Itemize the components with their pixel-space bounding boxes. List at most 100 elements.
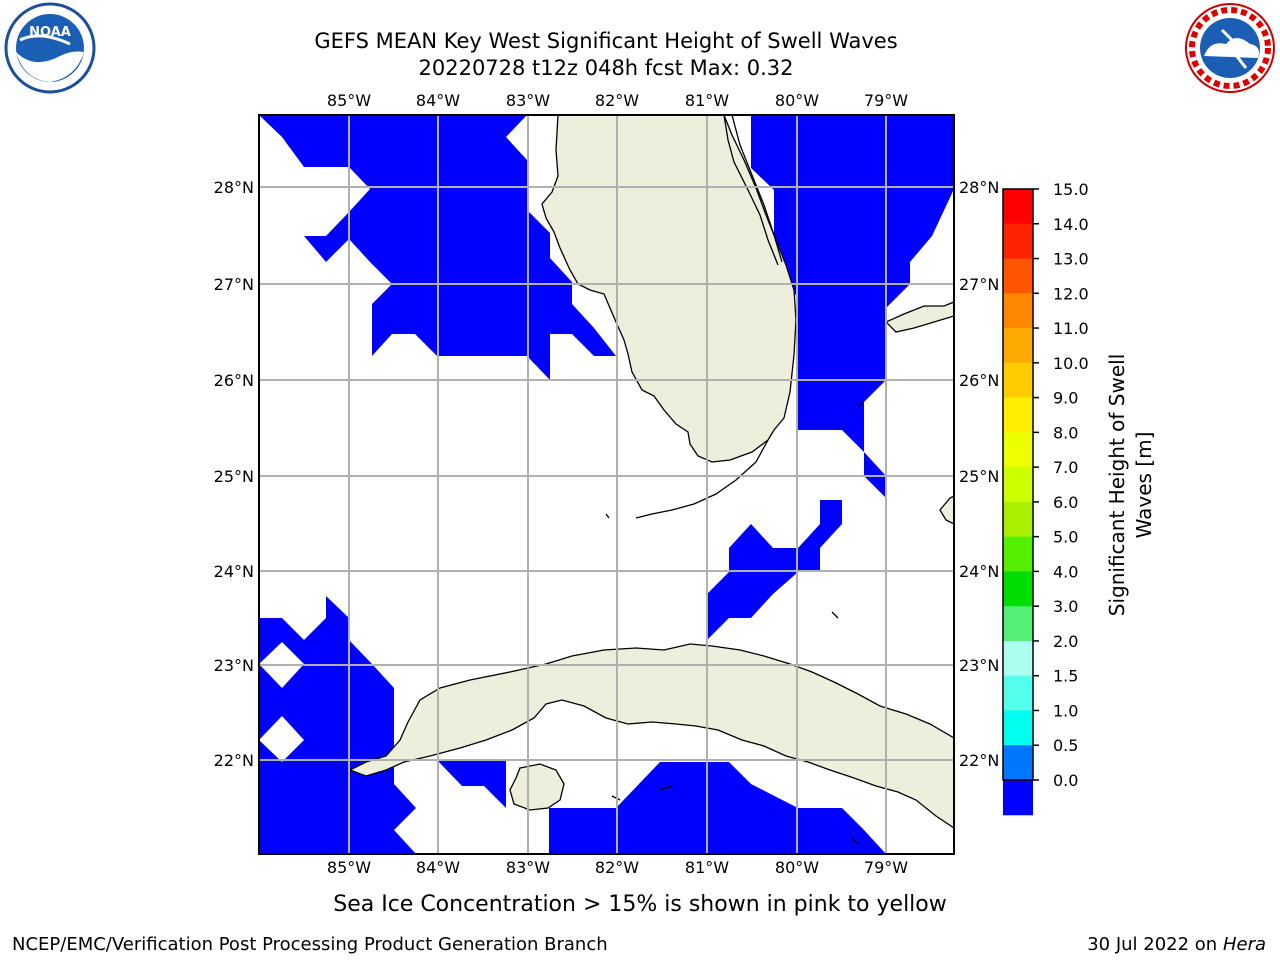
- swell-region-atlantic: [751, 115, 954, 498]
- lon-labels-top: 85°W 84°W 83°W 82°W 81°W 80°W 79°W: [327, 91, 908, 110]
- lon-label: 79°W: [864, 858, 908, 877]
- colorbar-segment: [1003, 467, 1033, 503]
- lon-label: 83°W: [506, 91, 550, 110]
- colorbar-tick-label: 2.0: [1053, 632, 1078, 651]
- footer-date: 30 Jul 2022 on: [1087, 934, 1223, 955]
- lon-label: 81°W: [685, 858, 729, 877]
- lat-label: 25°N: [214, 467, 254, 486]
- florida-land: [541, 115, 797, 463]
- colorbar-label-line1: Significant Height of Swell: [1105, 354, 1129, 616]
- lon-label: 83°W: [506, 858, 550, 877]
- lon-label: 81°W: [685, 91, 729, 110]
- swell-region-south-gulf: [437, 760, 506, 808]
- map-frame: [258, 114, 955, 855]
- lat-label: 22°N: [959, 751, 999, 770]
- colorbar-tick-label: 12.0: [1053, 284, 1089, 303]
- colorbar-tick-label: 13.0: [1053, 250, 1089, 269]
- colorbar-tick-label: 11.0: [1053, 319, 1089, 338]
- colorbar-segment: [1003, 536, 1033, 572]
- colorbar-ticks: 15.0 14.0 13.0 12.0 11.0 10.0 9.0 8.0 7.0 6.0 5.0 4…: [1033, 180, 1089, 790]
- colorbar-tick-label: 15.0: [1053, 180, 1089, 199]
- lat-label: 23°N: [214, 656, 254, 675]
- colorbar-segment: [1003, 501, 1033, 538]
- colorbar-segment: [1003, 258, 1033, 294]
- footer-right: 30 Jul 2022 on Hera: [1087, 934, 1266, 955]
- lat-label: 24°N: [214, 562, 254, 581]
- colorbar-segment: [1003, 745, 1033, 781]
- florida-keys: [635, 439, 769, 519]
- colorbar-segment: [1003, 780, 1033, 816]
- colorbar-segment: [1003, 223, 1033, 260]
- lat-labels-right: 28°N 27°N 26°N 25°N 24°N 23°N 22°N: [959, 178, 999, 770]
- colorbar-segment: [1003, 675, 1033, 711]
- lon-label: 84°W: [416, 858, 460, 877]
- noaa-logo-text: NOAA: [29, 25, 71, 40]
- map-gridlines: [259, 115, 954, 854]
- colorbar: 15.0 14.0 13.0 12.0 11.0 10.0 9.0 8.0 7.0 6.0 5.0 4…: [1002, 180, 1089, 816]
- lat-label: 26°N: [214, 371, 254, 390]
- lon-label: 85°W: [327, 858, 371, 877]
- lat-label: 23°N: [959, 656, 999, 675]
- nws-logo: [1185, 3, 1275, 93]
- colorbar-tick-label: 4.0: [1053, 562, 1078, 581]
- colorbar-tick-label: 3.0: [1053, 597, 1078, 616]
- colorbar-tick-label: 1.5: [1053, 667, 1078, 686]
- colorbar-tick-label: 9.0: [1053, 389, 1078, 408]
- colorbar-segment: [1003, 606, 1033, 642]
- lon-label: 85°W: [327, 91, 371, 110]
- chart-subtitle: 20220728 t12z 048h fcst Max: 0.32: [419, 56, 794, 80]
- lon-labels-bottom: 85°W 84°W 83°W 82°W 81°W 80°W 79°W: [327, 858, 908, 877]
- colorbar-segment: [1003, 189, 1033, 225]
- colorbar-segment: [1003, 362, 1033, 399]
- lon-label: 84°W: [416, 91, 460, 110]
- colorbar-segment: [1003, 710, 1033, 746]
- florida-east-lagoon: [723, 115, 779, 266]
- bimini: [857, 401, 863, 409]
- cay-sal: [831, 611, 839, 619]
- lat-label: 27°N: [214, 275, 254, 294]
- colorbar-tick-label: 5.0: [1053, 528, 1078, 547]
- footer-left: NCEP/EMC/Verification Post Processing Pr…: [12, 934, 608, 955]
- colorbar-segment: [1003, 571, 1033, 607]
- isla-de-la-juventud-land: [509, 763, 565, 811]
- lat-label: 25°N: [959, 467, 999, 486]
- lon-label: 82°W: [595, 858, 639, 877]
- colorbar-tick-label: 7.0: [1053, 458, 1078, 477]
- dry-tortugas: [605, 513, 610, 519]
- colorbar-segments: [1003, 189, 1033, 816]
- lat-label: 27°N: [959, 275, 999, 294]
- colorbar-tick-label: 14.0: [1053, 215, 1089, 234]
- colorbar-segment: [1003, 640, 1033, 677]
- colorbar-label: Significant Height of Swell Waves [m]: [1105, 354, 1156, 616]
- lon-label: 80°W: [775, 858, 819, 877]
- colorbar-segment: [1003, 397, 1033, 433]
- lat-label: 26°N: [959, 371, 999, 390]
- grand-bahama-land: [884, 301, 954, 333]
- noaa-logo: NOAA: [4, 2, 96, 94]
- colorbar-frame: [1002, 188, 1034, 781]
- colorbar-tick-label: 10.0: [1053, 354, 1089, 373]
- lon-label: 80°W: [775, 91, 819, 110]
- lat-label: 28°N: [959, 178, 999, 197]
- sea-ice-note: Sea Ice Concentration > 15% is shown in …: [333, 892, 947, 917]
- colorbar-segment: [1003, 432, 1033, 468]
- map-area: [259, 115, 954, 854]
- chart-title: GEFS MEAN Key West Significant Height of…: [314, 29, 897, 53]
- footer-host: Hera: [1223, 934, 1266, 955]
- colorbar-tick-label: 8.0: [1053, 423, 1078, 442]
- colorbar-tick-label: 6.0: [1053, 493, 1078, 512]
- colorbar-label-line2: Waves [m]: [1132, 432, 1156, 539]
- lon-label: 79°W: [864, 91, 908, 110]
- andros-land: [939, 495, 954, 525]
- colorbar-segment: [1003, 328, 1033, 364]
- colorbar-segment: [1003, 293, 1033, 329]
- lat-label: 28°N: [214, 178, 254, 197]
- lat-label: 22°N: [214, 751, 254, 770]
- lat-label: 24°N: [959, 562, 999, 581]
- florida-east-coastline-inner: [731, 115, 783, 263]
- swell-region-south-cuba: [549, 762, 886, 854]
- lon-label: 82°W: [595, 91, 639, 110]
- colorbar-tick-label: 0.5: [1053, 736, 1078, 755]
- lat-labels-left: 28°N 27°N 26°N 25°N 24°N 23°N 22°N: [214, 178, 254, 770]
